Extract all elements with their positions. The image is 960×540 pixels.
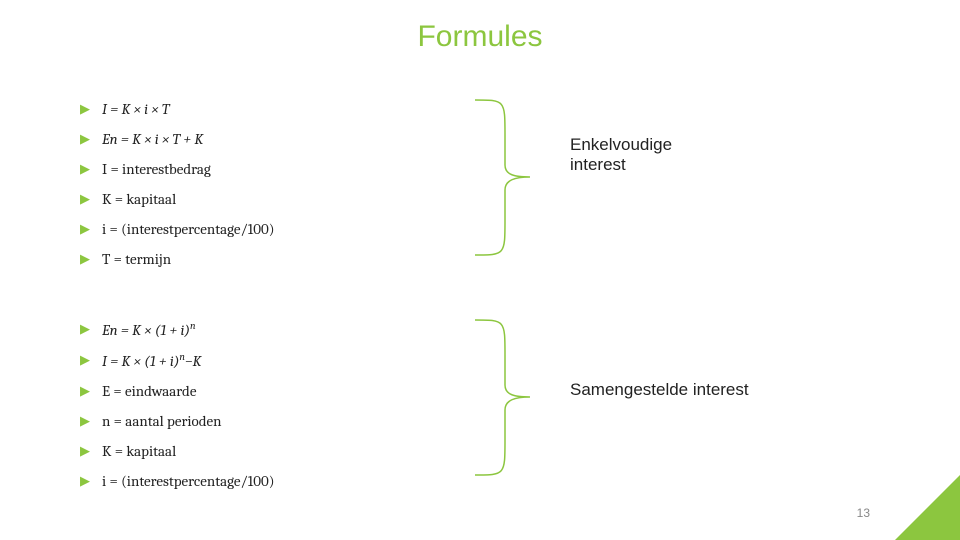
definition-text: E = eindwaarde xyxy=(102,382,196,400)
brace-icon xyxy=(460,95,550,260)
definition-text: I = interestbedrag xyxy=(102,160,211,178)
definition-text: n = aantal perioden xyxy=(102,412,222,430)
label-line: Enkelvoudige xyxy=(570,135,672,155)
list-item: ▶ E = eindwaarde xyxy=(80,382,274,400)
list-item: ▶ i = (interestpercentage/100) xyxy=(80,220,274,238)
bullet-icon: ▶ xyxy=(80,163,90,176)
list-item: ▶ n = aantal perioden xyxy=(80,412,274,430)
definition-text: K = kapitaal xyxy=(102,190,176,208)
group-label-compound: Samengestelde interest xyxy=(570,380,749,400)
bullet-icon: ▶ xyxy=(80,445,90,458)
list-item: ▶ I = interestbedrag xyxy=(80,160,274,178)
list-item: ▶ En = K × i × T + K xyxy=(80,130,274,148)
list-item: ▶ En = K × (1 + i)n xyxy=(80,320,274,339)
label-line: interest xyxy=(570,155,672,175)
bullet-icon: ▶ xyxy=(80,133,90,146)
definition-text: T = termijn xyxy=(102,250,171,268)
bullet-icon: ▶ xyxy=(80,253,90,266)
definition-text: i = (interestpercentage/100) xyxy=(102,220,274,238)
corner-decoration xyxy=(895,475,960,540)
formula-group-compound: ▶ En = K × (1 + i)n ▶ I = K × (1 + i)n−K… xyxy=(80,320,274,502)
bullet-icon: ▶ xyxy=(80,385,90,398)
formula-text: En = K × i × T + K xyxy=(102,130,203,148)
bullet-icon: ▶ xyxy=(80,354,90,367)
list-item: ▶ K = kapitaal xyxy=(80,442,274,460)
bullet-icon: ▶ xyxy=(80,415,90,428)
bullet-icon: ▶ xyxy=(80,323,90,336)
formula-group-simple: ▶ I = K × i × T ▶ En = K × i × T + K ▶ I… xyxy=(80,100,274,280)
list-item: ▶ I = K × (1 + i)n−K xyxy=(80,351,274,370)
bullet-icon: ▶ xyxy=(80,103,90,116)
formula-text: En = K × (1 + i)n xyxy=(102,320,196,339)
page-title: Formules xyxy=(417,20,542,54)
group-label-simple: Enkelvoudige interest xyxy=(570,135,672,175)
formula-text: I = K × i × T xyxy=(102,100,170,118)
definition-text: K = kapitaal xyxy=(102,442,176,460)
brace-icon xyxy=(460,315,550,480)
bullet-icon: ▶ xyxy=(80,223,90,236)
list-item: ▶ i = (interestpercentage/100) xyxy=(80,472,274,490)
definition-text: i = (interestpercentage/100) xyxy=(102,472,274,490)
list-item: ▶ I = K × i × T xyxy=(80,100,274,118)
formula-text: I = K × (1 + i)n−K xyxy=(102,351,201,370)
bullet-icon: ▶ xyxy=(80,193,90,206)
list-item: ▶ K = kapitaal xyxy=(80,190,274,208)
page-number: 13 xyxy=(857,506,870,520)
bullet-icon: ▶ xyxy=(80,475,90,488)
list-item: ▶ T = termijn xyxy=(80,250,274,268)
